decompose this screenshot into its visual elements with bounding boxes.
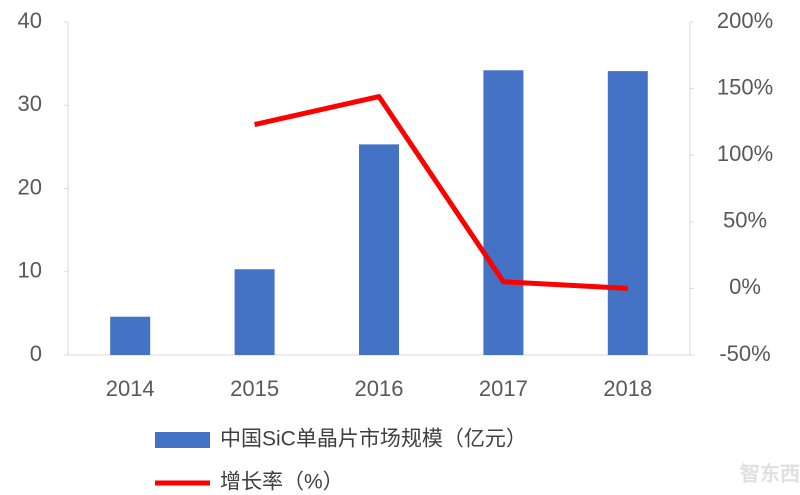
- y-tick-label: 10: [18, 258, 42, 283]
- bar: [234, 269, 275, 355]
- x-tick-label: 2015: [230, 376, 279, 401]
- y-tick-label: 30: [18, 91, 42, 116]
- y2-tick-label: 100%: [717, 141, 773, 166]
- y2-tick-label: -50%: [719, 341, 770, 366]
- watermark: 智东西: [740, 461, 800, 485]
- bar: [483, 70, 524, 355]
- y-tick-label: 40: [18, 8, 42, 33]
- bar: [359, 144, 399, 355]
- y2-tick-label: 150%: [717, 74, 773, 99]
- x-tick-label: 2016: [355, 376, 404, 401]
- bar: [607, 71, 648, 356]
- x-tick-label: 2018: [603, 376, 652, 401]
- x-tick-label: 2014: [106, 376, 155, 401]
- x-tick-label: 2017: [479, 376, 528, 401]
- legend-swatch: [155, 432, 210, 448]
- y2-tick-label: 50%: [723, 208, 767, 233]
- legend-label: 增长率（%）: [220, 471, 344, 494]
- bar: [110, 316, 151, 355]
- legend-label: 中国SiC单晶片市场规模（亿元）: [220, 428, 527, 451]
- y-tick-label: 0: [30, 341, 42, 366]
- y2-tick-label: 0%: [729, 274, 761, 299]
- y-tick-label: 20: [18, 174, 42, 199]
- line: [254, 94, 628, 291]
- y2-tick-label: 200%: [717, 8, 773, 33]
